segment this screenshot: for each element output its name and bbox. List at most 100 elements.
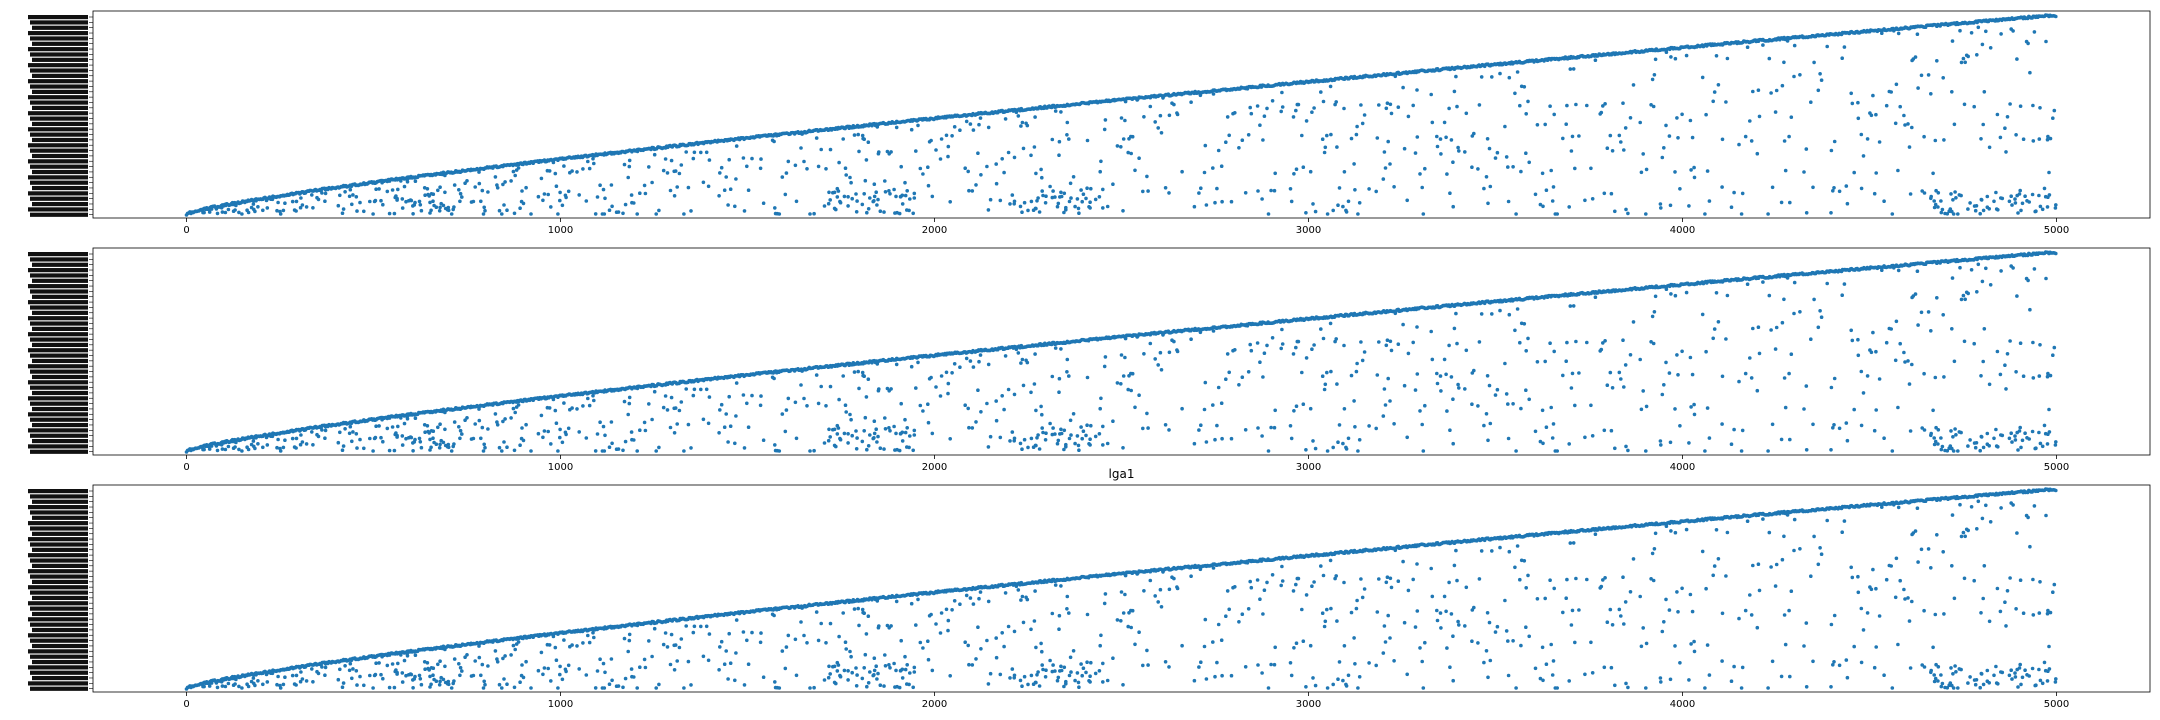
- point: [1301, 165, 1306, 169]
- point: [1304, 119, 1309, 123]
- point: [865, 447, 869, 452]
- point: [458, 436, 462, 441]
- point: [805, 404, 809, 408]
- point: [689, 446, 693, 450]
- point: [1524, 112, 1528, 116]
- point: [1392, 185, 1396, 189]
- point: [1644, 212, 1648, 216]
- point: [841, 374, 845, 378]
- point: [1692, 165, 1696, 170]
- point: [862, 429, 866, 433]
- point: [449, 212, 454, 216]
- point: [1220, 436, 1224, 441]
- point: [948, 200, 952, 204]
- point: [1451, 441, 1455, 446]
- point: [1503, 361, 1507, 366]
- point: [900, 430, 905, 435]
- point: [938, 394, 943, 398]
- point: [417, 436, 422, 441]
- point: [355, 209, 359, 213]
- point: [1842, 45, 1847, 49]
- point: [1322, 387, 1327, 392]
- point: [1599, 110, 1604, 115]
- point: [1593, 58, 1598, 62]
- point: [437, 209, 442, 213]
- point: [1487, 146, 1492, 151]
- point: [336, 440, 341, 445]
- point: [1439, 389, 1443, 393]
- point: [824, 167, 828, 171]
- point: [746, 425, 751, 430]
- point: [549, 442, 553, 446]
- point: [1429, 92, 1433, 97]
- point: [601, 187, 606, 192]
- point: [855, 199, 859, 203]
- point: [1288, 424, 1293, 428]
- point: [1447, 343, 1451, 348]
- point: [1126, 150, 1130, 155]
- point: [1613, 446, 1617, 451]
- y-tick-label-mark: [28, 47, 88, 52]
- point: [1464, 348, 1469, 353]
- point: [661, 168, 666, 173]
- point: [717, 431, 721, 435]
- point: [1381, 414, 1386, 418]
- point: [1213, 437, 1217, 442]
- point: [1102, 364, 1107, 369]
- point: [1406, 351, 1411, 356]
- point: [1243, 191, 1248, 195]
- point: [907, 208, 911, 213]
- point: [1423, 403, 1427, 408]
- point: [1540, 171, 1545, 176]
- point: [509, 416, 513, 420]
- point: [1974, 204, 1979, 208]
- point: [958, 128, 962, 132]
- point: [1541, 441, 1545, 446]
- point: [1602, 428, 1607, 433]
- point: [1470, 165, 1474, 169]
- point: [950, 371, 954, 375]
- point: [1577, 134, 1581, 138]
- point: [1197, 191, 1201, 195]
- point: [1724, 100, 1728, 104]
- point: [1080, 436, 1084, 441]
- point: [1029, 199, 1034, 204]
- point: [1255, 341, 1260, 345]
- point: [722, 188, 727, 192]
- point: [1825, 44, 1829, 49]
- point: [837, 160, 841, 165]
- point: [668, 188, 673, 193]
- point: [1626, 448, 1630, 453]
- point: [632, 201, 636, 205]
- point: [1336, 440, 1340, 445]
- point: [1959, 193, 1963, 198]
- point: [1550, 199, 1555, 203]
- point: [566, 189, 571, 194]
- point: [934, 148, 938, 152]
- point: [841, 137, 845, 141]
- y-tick-label-mark: [28, 111, 88, 116]
- point: [706, 421, 711, 426]
- point: [1680, 349, 1684, 354]
- point: [888, 429, 892, 433]
- point: [481, 449, 486, 453]
- point: [1279, 346, 1283, 351]
- point: [441, 203, 446, 208]
- point: [1225, 352, 1230, 356]
- point: [909, 364, 914, 369]
- point: [994, 162, 998, 166]
- point: [1856, 100, 1860, 105]
- point: [2054, 14, 2058, 19]
- point: [371, 449, 375, 453]
- point: [1673, 407, 1677, 411]
- point: [1703, 212, 1707, 216]
- point: [1421, 449, 1426, 453]
- point: [1669, 292, 1673, 296]
- point: [629, 193, 634, 197]
- point: [387, 448, 392, 453]
- point: [536, 431, 541, 436]
- point: [419, 208, 424, 213]
- point: [1999, 32, 2003, 36]
- point: [513, 410, 517, 415]
- point: [1705, 169, 1710, 173]
